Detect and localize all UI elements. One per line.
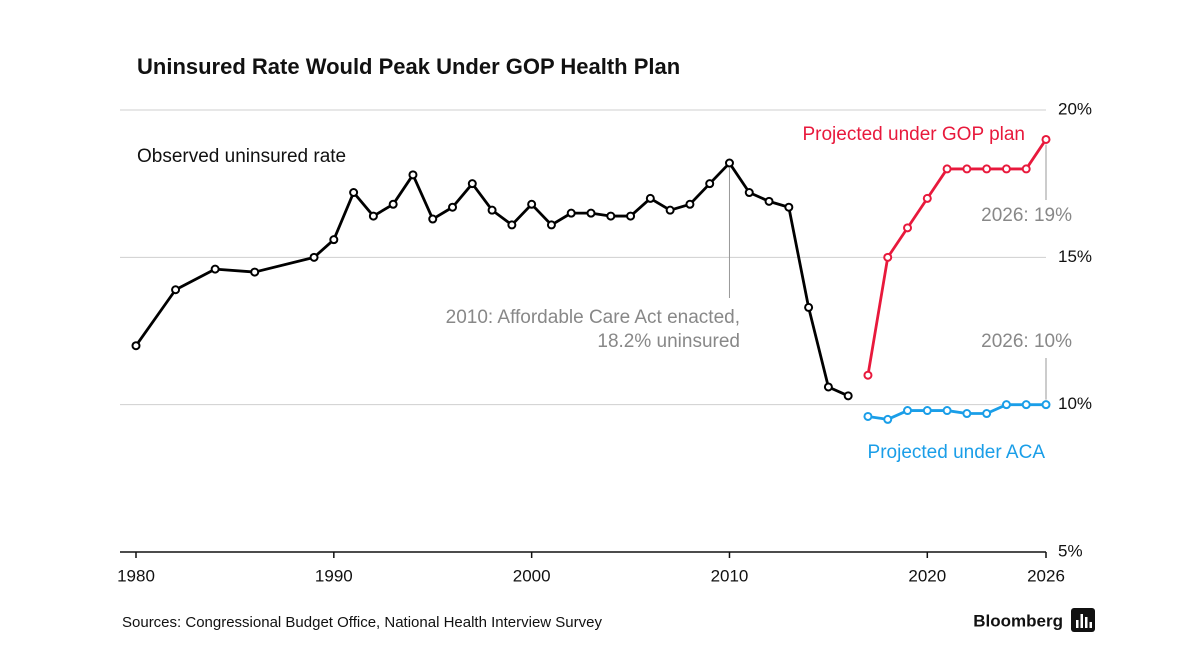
data-point <box>724 158 734 168</box>
y-tick-label: 10% <box>1058 394 1092 413</box>
data-point <box>903 406 913 416</box>
annotation: 18.2% uninsured <box>597 331 740 352</box>
data-point <box>883 414 893 424</box>
data-point <box>1041 400 1051 410</box>
x-tick-label: 1980 <box>117 566 155 585</box>
data-point <box>1001 164 1011 174</box>
data-point <box>962 164 972 174</box>
brand-logo <box>1071 608 1095 632</box>
series-line <box>866 138 1048 376</box>
data-point <box>487 205 497 215</box>
data-point <box>764 196 774 206</box>
data-point <box>705 179 715 189</box>
data-point <box>1001 400 1011 410</box>
brand: Bloomberg <box>973 611 1063 630</box>
data-point <box>863 370 873 380</box>
y-tick-label: 15% <box>1058 247 1092 266</box>
series-line <box>134 161 849 398</box>
annotation: 2026: 19% <box>981 205 1072 226</box>
data-point <box>131 341 141 351</box>
data-point <box>982 409 992 419</box>
data-point <box>685 199 695 209</box>
data-point <box>962 409 972 419</box>
data-point <box>626 211 636 221</box>
data-point <box>843 391 853 401</box>
data-point <box>922 193 932 203</box>
data-point <box>922 406 932 416</box>
x-tick-label: 2010 <box>711 566 749 585</box>
annotation: 2026: 10% <box>981 331 1072 352</box>
data-point <box>467 179 477 189</box>
data-point <box>942 406 952 416</box>
x-tick-label: 2020 <box>908 566 946 585</box>
data-point <box>171 285 181 295</box>
data-point <box>1041 134 1051 144</box>
data-point <box>942 164 952 174</box>
data-point <box>349 188 359 198</box>
x-tick-label: 2000 <box>513 566 551 585</box>
y-tick-label: 5% <box>1058 541 1083 560</box>
data-point <box>448 202 458 212</box>
series-label: Observed uninsured rate <box>137 146 346 167</box>
data-point <box>863 411 873 421</box>
data-point <box>428 214 438 224</box>
data-point <box>250 267 260 277</box>
data-point <box>586 208 596 218</box>
data-point <box>507 220 517 230</box>
series-label: Projected under GOP plan <box>802 124 1025 145</box>
data-point <box>744 188 754 198</box>
data-point <box>645 193 655 203</box>
data-point <box>784 202 794 212</box>
data-point <box>804 302 814 312</box>
data-point <box>210 264 220 274</box>
data-point <box>566 208 576 218</box>
data-point <box>982 164 992 174</box>
x-tick-label: 1990 <box>315 566 353 585</box>
series-label: Projected under ACA <box>868 442 1046 463</box>
data-point <box>329 235 339 245</box>
data-point <box>665 205 675 215</box>
data-point <box>388 199 398 209</box>
data-point <box>546 220 556 230</box>
source-note: Sources: Congressional Budget Office, Na… <box>122 614 602 631</box>
data-point <box>1021 164 1031 174</box>
data-point <box>408 170 418 180</box>
data-point <box>1021 400 1031 410</box>
data-point <box>903 223 913 233</box>
data-point <box>309 252 319 262</box>
series-line <box>867 403 1046 421</box>
data-point <box>368 211 378 221</box>
chart-title: Uninsured Rate Would Peak Under GOP Heal… <box>137 54 680 79</box>
annotation: 2010: Affordable Care Act enacted, <box>446 307 740 328</box>
data-point <box>527 199 537 209</box>
x-tick-label: 2026 <box>1027 566 1065 585</box>
data-point <box>883 252 893 262</box>
y-tick-label: 20% <box>1058 99 1092 118</box>
data-point <box>823 382 833 392</box>
data-point <box>606 211 616 221</box>
